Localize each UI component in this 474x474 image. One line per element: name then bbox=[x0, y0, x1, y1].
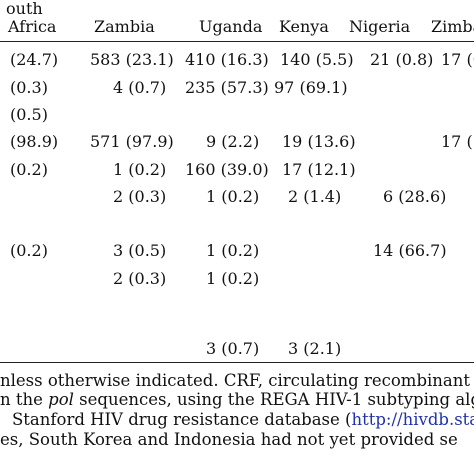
table-cell: 571 (97.9) bbox=[90, 132, 174, 151]
col-header-zimbabwe: Zimba bbox=[431, 17, 474, 36]
table-cell: (0.3) bbox=[10, 78, 48, 97]
table-cell: (0.2) bbox=[10, 160, 48, 179]
table-cell: 410 (16.3) bbox=[185, 50, 269, 69]
col-header-kenya: Kenya bbox=[279, 17, 329, 36]
col-header-zambia: Zambia bbox=[94, 17, 155, 36]
footnote-line-3: Stanford HIV drug resistance database (h… bbox=[12, 410, 474, 430]
footnote-line-3-pre: Stanford HIV drug resistance database ( bbox=[12, 410, 352, 429]
table-cell: 2 (1.4) bbox=[288, 187, 342, 206]
table-cell: (0.5) bbox=[10, 105, 48, 124]
footnote-line-2-post: sequences, using the REGA HIV-1 subtypin… bbox=[73, 390, 474, 409]
table-cell: (98.9) bbox=[10, 132, 59, 151]
table-cell: 2 (0.3) bbox=[113, 187, 167, 206]
table-cell: 1 (0.2) bbox=[113, 160, 167, 179]
table-cell: 3 (0.5) bbox=[113, 241, 167, 260]
table-cell: 9 (2.2) bbox=[206, 132, 260, 151]
header-rule bbox=[0, 41, 474, 42]
footnote-line-2: n the pol sequences, using the REGA HIV-… bbox=[0, 390, 474, 410]
table-cell: 17 (0. bbox=[441, 50, 474, 69]
col-header-nigeria: Nigeria bbox=[349, 17, 411, 36]
table-cell: 235 (57.3) bbox=[185, 78, 269, 97]
hivdb-link[interactable]: http://hivdb.stan bbox=[351, 410, 474, 429]
col-header-south-africa-line2: Africa bbox=[8, 17, 57, 36]
table-bottom-rule bbox=[0, 362, 474, 363]
table-cell: (24.7) bbox=[10, 50, 59, 69]
footnote-pol-term: pol bbox=[48, 390, 74, 409]
table-cell: 160 (39.0) bbox=[185, 160, 269, 179]
table-cell: 3 (2.1) bbox=[288, 339, 342, 358]
table-cell: 2 (0.3) bbox=[113, 269, 167, 288]
footnote-line-4: es, South Korea and Indonesia had not ye… bbox=[0, 430, 458, 449]
table-cell: 3 (0.7) bbox=[206, 339, 260, 358]
table-cell: 1 (0.2) bbox=[206, 269, 260, 288]
table-cell: 17 (10 bbox=[441, 132, 474, 151]
table-cell: 6 (28.6) bbox=[383, 187, 447, 206]
table-cell: 21 (0.8) bbox=[370, 50, 434, 69]
table-cell: 1 (0.2) bbox=[206, 187, 260, 206]
footnote-line-2-pre: n the bbox=[0, 390, 49, 409]
table-cell: 1 (0.2) bbox=[206, 241, 260, 260]
table-cell: (0.2) bbox=[10, 241, 48, 260]
table-cell: 19 (13.6) bbox=[282, 132, 356, 151]
table-cell: 14 (66.7) bbox=[373, 241, 447, 260]
col-header-south-africa-line1: outh bbox=[6, 0, 43, 18]
table-cell: 583 (23.1) bbox=[90, 50, 174, 69]
table-cell: 4 (0.7) bbox=[113, 78, 167, 97]
table-cell: 140 (5.5) bbox=[280, 50, 354, 69]
footnote-line-1: nless otherwise indicated. CRF, circulat… bbox=[0, 371, 474, 390]
table-cell: 17 (12.1) bbox=[282, 160, 356, 179]
table-cell: 97 (69.1) bbox=[274, 78, 348, 97]
col-header-uganda: Uganda bbox=[199, 17, 263, 36]
